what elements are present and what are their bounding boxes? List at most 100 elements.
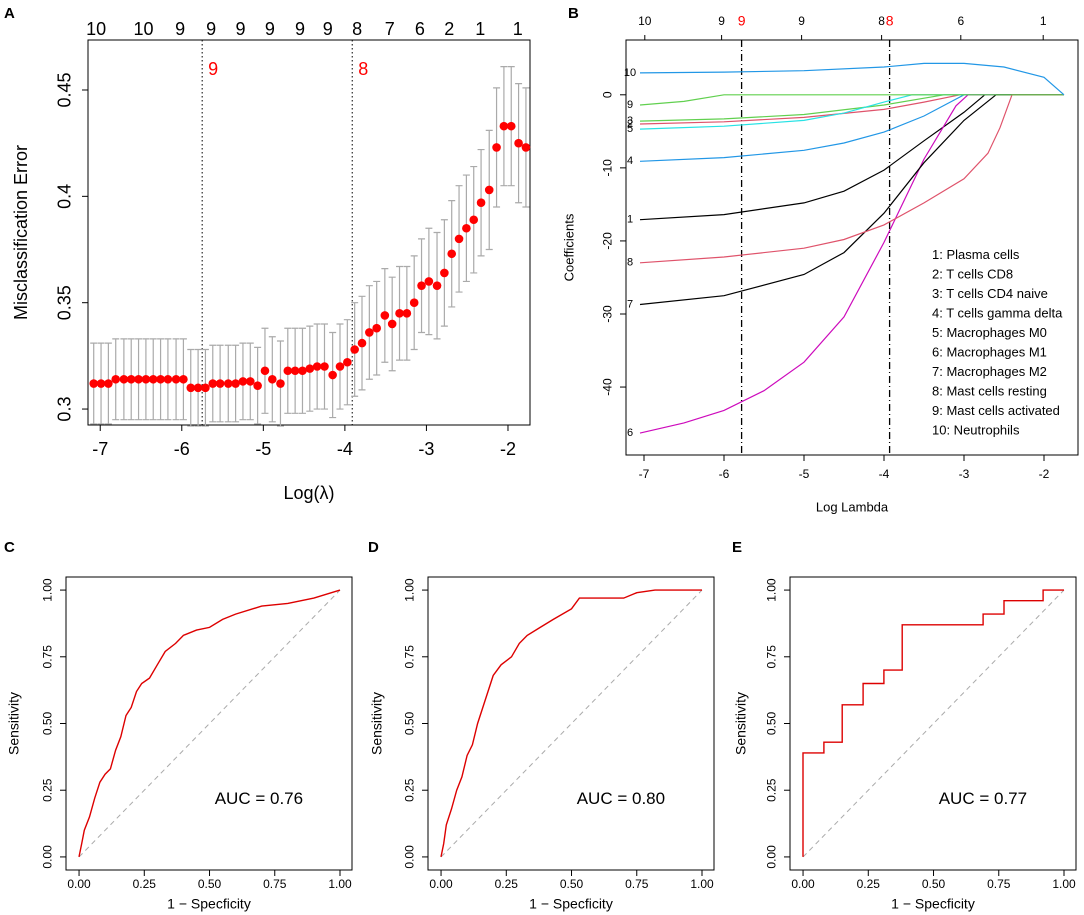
x-tick-label: 0.50 (198, 877, 222, 891)
auc-annotation: AUC = 0.76 (215, 789, 303, 808)
series-label: 10 (624, 67, 636, 79)
plot-frame (65, 576, 353, 871)
top-tick-label: 1 (1040, 14, 1047, 28)
point (372, 323, 381, 333)
legend-entry: 1: Plasma cells (932, 247, 1020, 262)
x-tick-label: 0.25 (133, 877, 157, 891)
point (111, 374, 121, 384)
top-tick-label: 10 (86, 19, 106, 39)
y-tick-label: 0.75 (41, 645, 55, 669)
x-tick-label: 1.00 (1052, 877, 1076, 891)
point (469, 215, 479, 225)
top-tick-label: 9 (206, 19, 216, 39)
y-axis-label: Misclassification Error (11, 145, 31, 320)
top-tick-label: 6 (957, 14, 964, 28)
top-tick-label: 6 (415, 19, 425, 39)
legend-entry: 10: Neutrophils (932, 422, 1020, 437)
point (514, 138, 523, 148)
panel-letter: A (4, 5, 15, 22)
point (357, 338, 367, 348)
top-tick-label: 1 (513, 19, 523, 39)
point (432, 281, 442, 290)
vline-label: 8 (886, 13, 894, 29)
legend-entry: 8: Mast cells resting (932, 383, 1047, 398)
y-tick-label: 0.75 (765, 645, 779, 669)
point (484, 185, 494, 195)
roc-curve (440, 589, 702, 858)
series-label: 1 (627, 214, 633, 226)
plot-frame (789, 576, 1077, 871)
x-tick-label: 0.75 (987, 877, 1011, 891)
point (245, 377, 255, 386)
series-label: 7 (627, 298, 633, 310)
top-tick-label: 9 (718, 14, 725, 28)
point (365, 328, 374, 337)
point (134, 374, 143, 384)
point (276, 379, 285, 388)
top-tick-label: 9 (265, 19, 275, 39)
top-tick-label: 2 (444, 19, 454, 39)
y-axis-label: Sensitivity (6, 692, 22, 755)
point (283, 366, 293, 376)
panel-letter: D (368, 539, 379, 556)
top-tick-label: 10 (133, 19, 153, 39)
point (521, 143, 531, 152)
point (268, 374, 277, 384)
top-tick-label: 9 (798, 14, 805, 28)
x-tick-label: -4 (879, 467, 890, 481)
point (476, 198, 486, 208)
point (201, 383, 210, 393)
x-tick-label: -7 (92, 439, 108, 459)
coefficient-path (639, 94, 1064, 162)
coefficient-path (639, 62, 1065, 96)
point (253, 381, 262, 390)
point (298, 366, 307, 376)
point (163, 374, 173, 384)
x-tick-label: 0.75 (263, 877, 287, 891)
point (223, 379, 233, 388)
reference-diagonal (440, 589, 703, 858)
y-tick-label: -20 (601, 232, 615, 250)
series-label: 2 (627, 118, 633, 130)
point (215, 379, 225, 388)
x-tick-label: 0.00 (791, 877, 815, 891)
auc-annotation: AUC = 0.80 (577, 789, 665, 808)
point (506, 121, 516, 131)
point (462, 223, 471, 233)
x-tick-label: 1.00 (690, 877, 714, 891)
point (104, 379, 113, 388)
y-axis-label: Sensitivity (733, 692, 749, 755)
y-tick-label: 0.00 (41, 845, 55, 869)
plot-frame (427, 576, 715, 871)
y-tick-label: 1.00 (403, 578, 417, 602)
x-tick-label: 0.25 (857, 877, 881, 891)
vline-label: 9 (738, 13, 746, 29)
x-tick-label: 0.25 (495, 877, 519, 891)
point (305, 364, 315, 373)
coefficient-path (639, 94, 1064, 221)
y-tick-label: -30 (601, 305, 615, 323)
x-axis-label: 1 − Specficity (167, 896, 251, 912)
point (119, 374, 129, 384)
x-tick-label: 0.00 (67, 877, 91, 891)
plot-frame (87, 39, 531, 426)
x-tick-label: -6 (719, 467, 730, 481)
top-tick-label: 8 (878, 14, 885, 28)
legend-entry: 6: Macrophages M1 (932, 344, 1047, 359)
x-tick-label: -5 (799, 467, 810, 481)
point (260, 366, 270, 376)
x-tick-label: -6 (174, 439, 190, 459)
y-tick-label: -10 (601, 159, 615, 177)
y-tick-label: 0.50 (765, 711, 779, 735)
point (290, 366, 300, 376)
coefficient-path (639, 94, 1064, 106)
top-tick-label: 10 (638, 14, 652, 28)
y-tick-label: 0.25 (765, 778, 779, 802)
y-tick-label: 0.25 (403, 778, 417, 802)
x-axis-label: 1 − Specficity (891, 896, 975, 912)
x-tick-label: -3 (418, 439, 434, 459)
legend-entry: 4: T cells gamma delta (932, 305, 1063, 320)
x-tick-label: 0.75 (625, 877, 649, 891)
